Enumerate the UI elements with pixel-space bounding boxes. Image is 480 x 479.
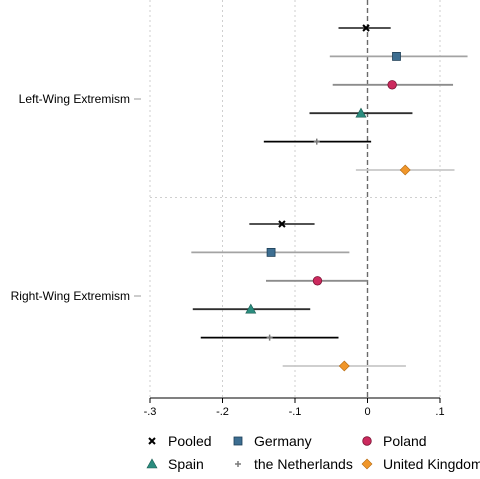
point-estimate <box>266 247 276 257</box>
legend-label: Poland <box>383 433 427 449</box>
point-estimate <box>313 138 320 145</box>
circle-shape <box>362 436 372 446</box>
triangle-shape <box>146 458 158 469</box>
point-estimate <box>392 52 401 61</box>
legend-label: Spain <box>168 456 204 472</box>
legend-label: United Kingdom <box>383 456 480 472</box>
x-tick-label: -.3 <box>144 406 157 418</box>
point-estimate <box>338 360 350 372</box>
square-shape <box>266 247 276 257</box>
legend: Pooled Germany Poland Spain the Netherlands U… <box>146 433 480 472</box>
circle-shape <box>387 80 397 90</box>
x-tick-label: -.1 <box>289 406 302 418</box>
x-shape <box>278 220 286 228</box>
diamond-shape <box>399 164 411 176</box>
triangle-shape <box>245 303 257 314</box>
square-shape <box>392 52 401 61</box>
point-estimate <box>245 303 257 314</box>
square-icon <box>233 436 243 446</box>
point-estimate <box>362 24 370 32</box>
legend-item: Pooled <box>148 433 212 449</box>
legend-item: Spain <box>146 456 204 472</box>
gridlines <box>149 0 441 398</box>
plus-shape <box>235 461 241 467</box>
plus-shape <box>313 138 320 145</box>
point-estimate <box>399 164 411 176</box>
triangle-shape <box>355 107 367 118</box>
x-tick-label: -.2 <box>216 406 229 418</box>
circle-shape <box>312 276 323 286</box>
point-estimate <box>266 334 273 341</box>
legend-item: Poland <box>362 433 427 449</box>
diamond-icon <box>361 458 373 470</box>
legend-item: Germany <box>233 433 312 449</box>
diamond-shape <box>338 360 350 372</box>
category-label: Right-Wing Extremism <box>11 289 130 303</box>
diamond-shape <box>361 458 373 470</box>
category-label: Left-Wing Extremism <box>19 92 130 106</box>
x-icon <box>148 437 156 445</box>
plus-shape <box>266 334 273 341</box>
x-tick-label: .1 <box>435 406 444 418</box>
legend-label: the Netherlands <box>254 456 353 472</box>
legend-label: Pooled <box>168 433 212 449</box>
legend-item: United Kingdom <box>361 456 480 472</box>
x-shape <box>148 437 156 445</box>
legend-item: the Netherlands <box>235 456 353 472</box>
point-estimate <box>278 220 286 228</box>
x-axis: -.3 -.2 -.1 0 .1 <box>144 397 445 418</box>
circle-icon <box>362 436 372 446</box>
x-tick-label: 0 <box>364 406 370 418</box>
point-estimate <box>355 107 367 118</box>
y-axis: Left-Wing Extremism Right-Wing Extremism <box>11 92 141 303</box>
plus-icon <box>235 461 241 467</box>
point-estimate <box>312 276 323 286</box>
point-estimate <box>387 80 397 90</box>
data-marks <box>191 24 468 372</box>
square-shape <box>233 436 243 446</box>
legend-label: Germany <box>254 433 312 449</box>
triangle-icon <box>146 458 158 469</box>
x-shape <box>362 24 370 32</box>
